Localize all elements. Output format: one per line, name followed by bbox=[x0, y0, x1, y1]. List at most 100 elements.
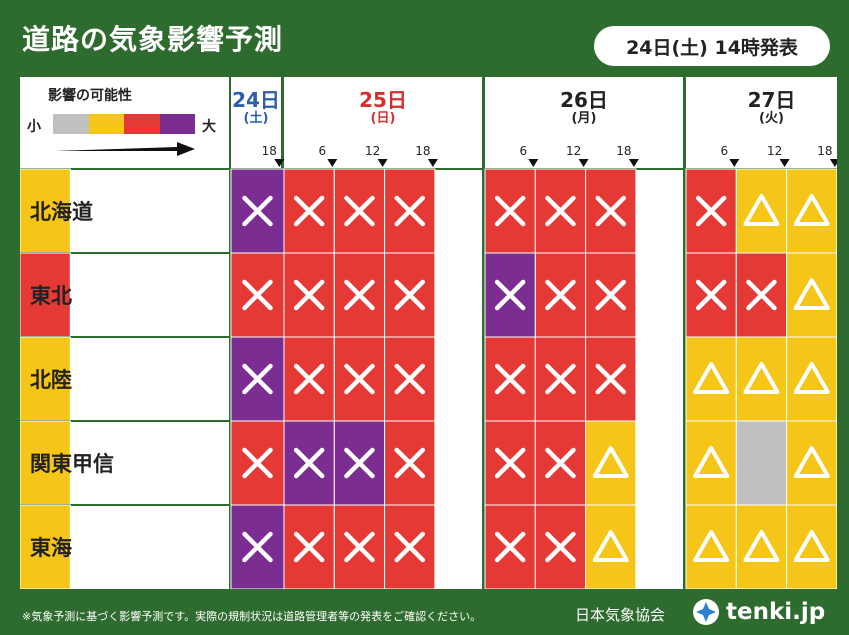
footer-org: 日本気象協会 bbox=[575, 606, 666, 624]
hour-label: 12 bbox=[766, 144, 783, 158]
cross-icon bbox=[494, 195, 526, 227]
triangle-icon bbox=[793, 446, 830, 478]
hour-label: 12 bbox=[364, 144, 381, 158]
tenki-logo-text: tenki.jp bbox=[726, 599, 826, 625]
cross-icon bbox=[494, 363, 526, 395]
hour-tick-marker bbox=[578, 159, 589, 167]
hour-tick-marker bbox=[729, 159, 740, 167]
forecast-cell-gray bbox=[735, 420, 788, 506]
forecast-cell-yellow bbox=[20, 168, 71, 254]
cross-icon bbox=[344, 195, 375, 227]
triangle-icon bbox=[793, 530, 830, 562]
hour-label: 6 bbox=[318, 144, 327, 158]
hour-label: 12 bbox=[565, 144, 582, 158]
triangle-icon bbox=[693, 530, 730, 562]
legend-swatch-gray bbox=[53, 114, 89, 134]
triangle-icon bbox=[693, 446, 730, 478]
cross-icon bbox=[242, 531, 273, 563]
forecast-cell-yellow bbox=[786, 420, 837, 506]
day-date: 24日 bbox=[232, 88, 280, 112]
day-separator bbox=[683, 77, 686, 589]
day-label: 25日 (日) bbox=[284, 89, 482, 127]
triangle-icon bbox=[743, 530, 780, 562]
forecast-cell-yellow bbox=[685, 420, 737, 506]
day-weekday: (土) bbox=[243, 111, 269, 126]
hour-tick-marker bbox=[427, 159, 438, 167]
cross-icon bbox=[344, 363, 375, 395]
cross-icon bbox=[595, 279, 626, 311]
cross-icon bbox=[494, 531, 526, 563]
day-label: 24日 (土) bbox=[231, 89, 281, 127]
hour-tick-marker bbox=[528, 159, 539, 167]
footer-logo: tenki.jp bbox=[692, 598, 825, 626]
legend-arrow-icon bbox=[54, 142, 195, 156]
cross-icon bbox=[293, 363, 325, 395]
forecast-cell-yellow bbox=[735, 336, 788, 422]
cross-icon bbox=[595, 363, 626, 395]
region-label: 東海 bbox=[30, 536, 72, 560]
hour-label: 18 bbox=[261, 144, 277, 158]
cross-icon bbox=[545, 363, 576, 395]
cross-icon bbox=[394, 447, 425, 479]
day-weekday: (日) bbox=[370, 111, 396, 126]
forecast-cell-yellow bbox=[786, 336, 837, 422]
cross-icon bbox=[545, 447, 576, 479]
cross-icon bbox=[344, 531, 375, 563]
day-weekday: (火) bbox=[759, 111, 784, 126]
legend-large-label: 大 bbox=[202, 119, 216, 135]
triangle-icon bbox=[793, 194, 830, 226]
hour-tick-marker bbox=[829, 159, 837, 167]
forecast-board bbox=[20, 77, 837, 589]
legend-swatches bbox=[53, 114, 195, 134]
hour-tick-marker bbox=[274, 159, 285, 167]
page-title: 道路の気象影響予測 bbox=[22, 23, 284, 56]
cross-icon bbox=[746, 279, 777, 311]
hour-tick-marker bbox=[377, 159, 388, 167]
cross-icon bbox=[545, 279, 576, 311]
forecast-cell-yellow bbox=[685, 504, 737, 589]
day-date: 27日 bbox=[747, 88, 796, 112]
cross-icon bbox=[293, 279, 325, 311]
cross-icon bbox=[695, 195, 727, 227]
forecast-cell-yellow bbox=[786, 504, 837, 589]
hour-tick-marker bbox=[327, 159, 338, 167]
hour-label: 18 bbox=[817, 144, 833, 158]
hour-label: 18 bbox=[616, 144, 632, 158]
hour-label: 6 bbox=[519, 144, 528, 158]
cross-icon bbox=[545, 195, 576, 227]
legend-title: 影響の可能性 bbox=[48, 88, 132, 104]
triangle-icon bbox=[693, 362, 730, 394]
cross-icon bbox=[695, 279, 727, 311]
forecast-cell-yellow bbox=[786, 168, 837, 254]
day-separator bbox=[482, 77, 485, 589]
forecast-grid bbox=[20, 77, 837, 589]
day-date: 26日 bbox=[560, 88, 608, 112]
legend-small-label: 小 bbox=[27, 119, 41, 135]
forecast-cell-yellow bbox=[20, 420, 71, 506]
region-label: 北海道 bbox=[30, 200, 93, 224]
region-label: 東北 bbox=[30, 284, 72, 308]
hour-tick-marker bbox=[779, 159, 790, 167]
forecast-cell-yellow bbox=[735, 504, 788, 589]
forecast-cell-yellow bbox=[685, 336, 737, 422]
cross-icon bbox=[242, 363, 273, 395]
cross-icon bbox=[494, 447, 526, 479]
region-label: 北陸 bbox=[30, 368, 72, 392]
cross-icon bbox=[394, 279, 425, 311]
cross-icon bbox=[293, 531, 325, 563]
region-label: 関東甲信 bbox=[30, 452, 114, 476]
triangle-icon bbox=[592, 530, 629, 562]
cross-icon bbox=[545, 531, 576, 563]
forecast-cell-yellow bbox=[585, 504, 637, 589]
legend-swatch-purple bbox=[159, 114, 195, 134]
forecast-cell-yellow bbox=[735, 168, 788, 254]
hour-label: 18 bbox=[415, 144, 431, 158]
hour-tick-marker bbox=[628, 159, 639, 167]
forecast-cell-yellow bbox=[20, 504, 71, 589]
legend-swatch-red bbox=[124, 114, 160, 134]
tenki-logo-icon bbox=[693, 599, 719, 625]
triangle-icon bbox=[743, 194, 780, 226]
cross-icon bbox=[344, 279, 375, 311]
cross-icon bbox=[394, 531, 425, 563]
triangle-icon bbox=[592, 446, 629, 478]
